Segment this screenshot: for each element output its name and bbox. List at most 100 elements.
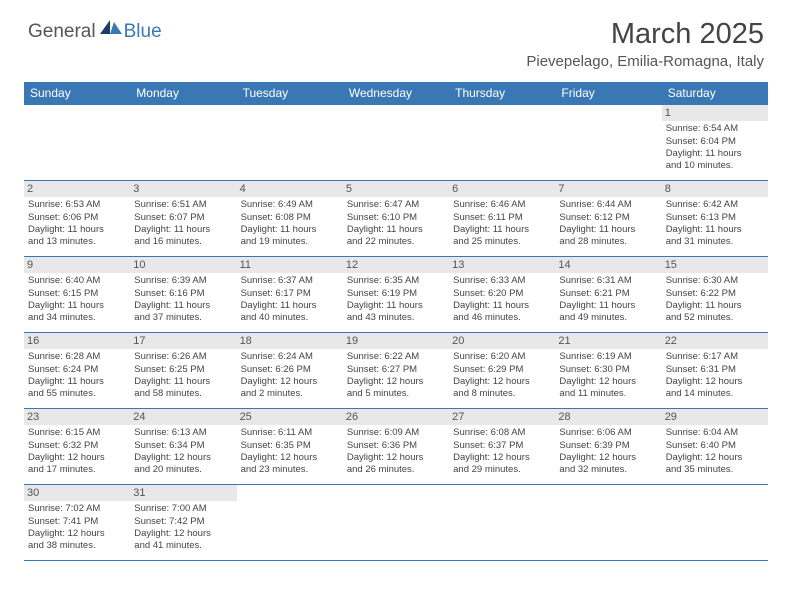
day-number: 3 [130,181,236,197]
cell-day2: and 46 minutes. [453,312,551,324]
calendar-cell: 13Sunrise: 6:33 AMSunset: 6:20 PMDayligh… [449,257,555,333]
day-number: 11 [237,257,343,273]
location-text: Pievepelago, Emilia-Romagna, Italy [526,53,764,70]
calendar-cell: 21Sunrise: 6:19 AMSunset: 6:30 PMDayligh… [555,333,661,409]
cell-day2: and 40 minutes. [241,312,339,324]
calendar-cell [449,105,555,181]
day-number: 29 [662,409,768,425]
cell-sunrise: Sunrise: 6:09 AM [347,427,445,439]
cell-sunrise: Sunrise: 6:08 AM [453,427,551,439]
day-number: 31 [130,485,236,501]
cell-sunset: Sunset: 6:30 PM [559,364,657,376]
calendar-cell: 23Sunrise: 6:15 AMSunset: 6:32 PMDayligh… [24,409,130,485]
cell-day2: and 26 minutes. [347,464,445,476]
day-number: 13 [449,257,555,273]
cell-sunset: Sunset: 7:42 PM [134,516,232,528]
cell-sunrise: Sunrise: 6:17 AM [666,351,764,363]
cell-day2: and 35 minutes. [666,464,764,476]
day-number: 9 [24,257,130,273]
cell-day1: Daylight: 12 hours [559,376,657,388]
cell-day1: Daylight: 11 hours [347,224,445,236]
day-number: 2 [24,181,130,197]
cell-sunset: Sunset: 6:29 PM [453,364,551,376]
cell-sunrise: Sunrise: 6:40 AM [28,275,126,287]
day-number: 8 [662,181,768,197]
cell-sunset: Sunset: 6:22 PM [666,288,764,300]
cell-day1: Daylight: 12 hours [241,452,339,464]
cell-sunrise: Sunrise: 6:30 AM [666,275,764,287]
day-header-row: Sunday Monday Tuesday Wednesday Thursday… [24,82,768,105]
cell-day1: Daylight: 11 hours [666,224,764,236]
cell-day1: Daylight: 11 hours [241,300,339,312]
calendar-cell: 8Sunrise: 6:42 AMSunset: 6:13 PMDaylight… [662,181,768,257]
cell-sunrise: Sunrise: 6:06 AM [559,427,657,439]
day-number: 14 [555,257,661,273]
cell-sunset: Sunset: 6:34 PM [134,440,232,452]
cell-day2: and 22 minutes. [347,236,445,248]
calendar-cell: 16 Sunrise: 6:28 AMSunset: 6:24 PMDayligh… [24,333,130,409]
cell-day2: and 55 minutes. [28,388,126,400]
cell-sunset: Sunset: 6:21 PM [559,288,657,300]
calendar-cell: 17Sunrise: 6:26 AMSunset: 6:25 PMDayligh… [130,333,236,409]
day-header: Wednesday [343,82,449,105]
cell-sunset: Sunset: 6:19 PM [347,288,445,300]
cell-day1: Daylight: 11 hours [559,300,657,312]
cell-day2: and 31 minutes. [666,236,764,248]
cell-sunrise: Sunrise: 6:44 AM [559,199,657,211]
logo-text-general: General [28,21,96,43]
day-number: 19 [343,333,449,349]
cell-sunset: Sunset: 6:39 PM [559,440,657,452]
cell-sunrise: Sunrise: 6:54 AM [666,123,764,135]
calendar-cell: 11 Sunrise: 6:37 AMSunset: 6:17 PMDayligh… [237,257,343,333]
cell-day1: Daylight: 11 hours [28,376,126,388]
day-header: Thursday [449,82,555,105]
day-number: 1 [662,105,768,121]
cell-day2: and 13 minutes. [28,236,126,248]
calendar-row: 1Sunrise: 6:54 AMSunset: 6:04 PMDaylight… [24,105,768,181]
cell-sunset: Sunset: 7:41 PM [28,516,126,528]
cell-day2: and 28 minutes. [559,236,657,248]
cell-sunrise: Sunrise: 6:47 AM [347,199,445,211]
cell-day2: and 43 minutes. [347,312,445,324]
cell-day1: Daylight: 11 hours [28,300,126,312]
cell-sunset: Sunset: 6:08 PM [241,212,339,224]
calendar-row: 9Sunrise: 6:40 AMSunset: 6:15 PMDaylight… [24,257,768,333]
flag-icon [100,18,122,39]
cell-day2: and 8 minutes. [453,388,551,400]
day-number: 28 [555,409,661,425]
cell-day2: and 14 minutes. [666,388,764,400]
day-number: 22 [662,333,768,349]
cell-day2: and 23 minutes. [241,464,339,476]
day-header: Monday [130,82,236,105]
cell-sunset: Sunset: 6:35 PM [241,440,339,452]
cell-sunset: Sunset: 6:12 PM [559,212,657,224]
cell-sunset: Sunset: 6:24 PM [28,364,126,376]
cell-sunrise: Sunrise: 6:13 AM [134,427,232,439]
cell-day1: Daylight: 12 hours [453,376,551,388]
day-number: 15 [662,257,768,273]
cell-sunrise: Sunrise: 6:39 AM [134,275,232,287]
logo: General Blue [28,18,162,45]
cell-day2: and 34 minutes. [28,312,126,324]
cell-sunset: Sunset: 6:17 PM [241,288,339,300]
cell-sunrise: Sunrise: 6:51 AM [134,199,232,211]
cell-day2: and 52 minutes. [666,312,764,324]
cell-sunset: Sunset: 6:20 PM [453,288,551,300]
cell-day2: and 16 minutes. [134,236,232,248]
calendar-cell: 12Sunrise: 6:35 AMSunset: 6:19 PMDayligh… [343,257,449,333]
cell-day1: Daylight: 12 hours [559,452,657,464]
calendar-cell: 29Sunrise: 6:04 AMSunset: 6:40 PMDayligh… [662,409,768,485]
cell-sunrise: Sunrise: 6:37 AM [241,275,339,287]
cell-day1: Daylight: 11 hours [559,224,657,236]
calendar-cell: 1Sunrise: 6:54 AMSunset: 6:04 PMDaylight… [662,105,768,181]
cell-day1: Daylight: 11 hours [134,300,232,312]
cell-sunrise: Sunrise: 6:15 AM [28,427,126,439]
calendar-cell [130,105,236,181]
day-number: 30 [24,485,130,501]
cell-day2: and 11 minutes. [559,388,657,400]
cell-sunrise: Sunrise: 6:24 AM [241,351,339,363]
cell-sunrise: Sunrise: 6:28 AM [28,351,126,363]
calendar-cell: 27Sunrise: 6:08 AMSunset: 6:37 PMDayligh… [449,409,555,485]
calendar-cell: 18Sunrise: 6:24 AMSunset: 6:26 PMDayligh… [237,333,343,409]
day-number: 16 [24,333,130,349]
